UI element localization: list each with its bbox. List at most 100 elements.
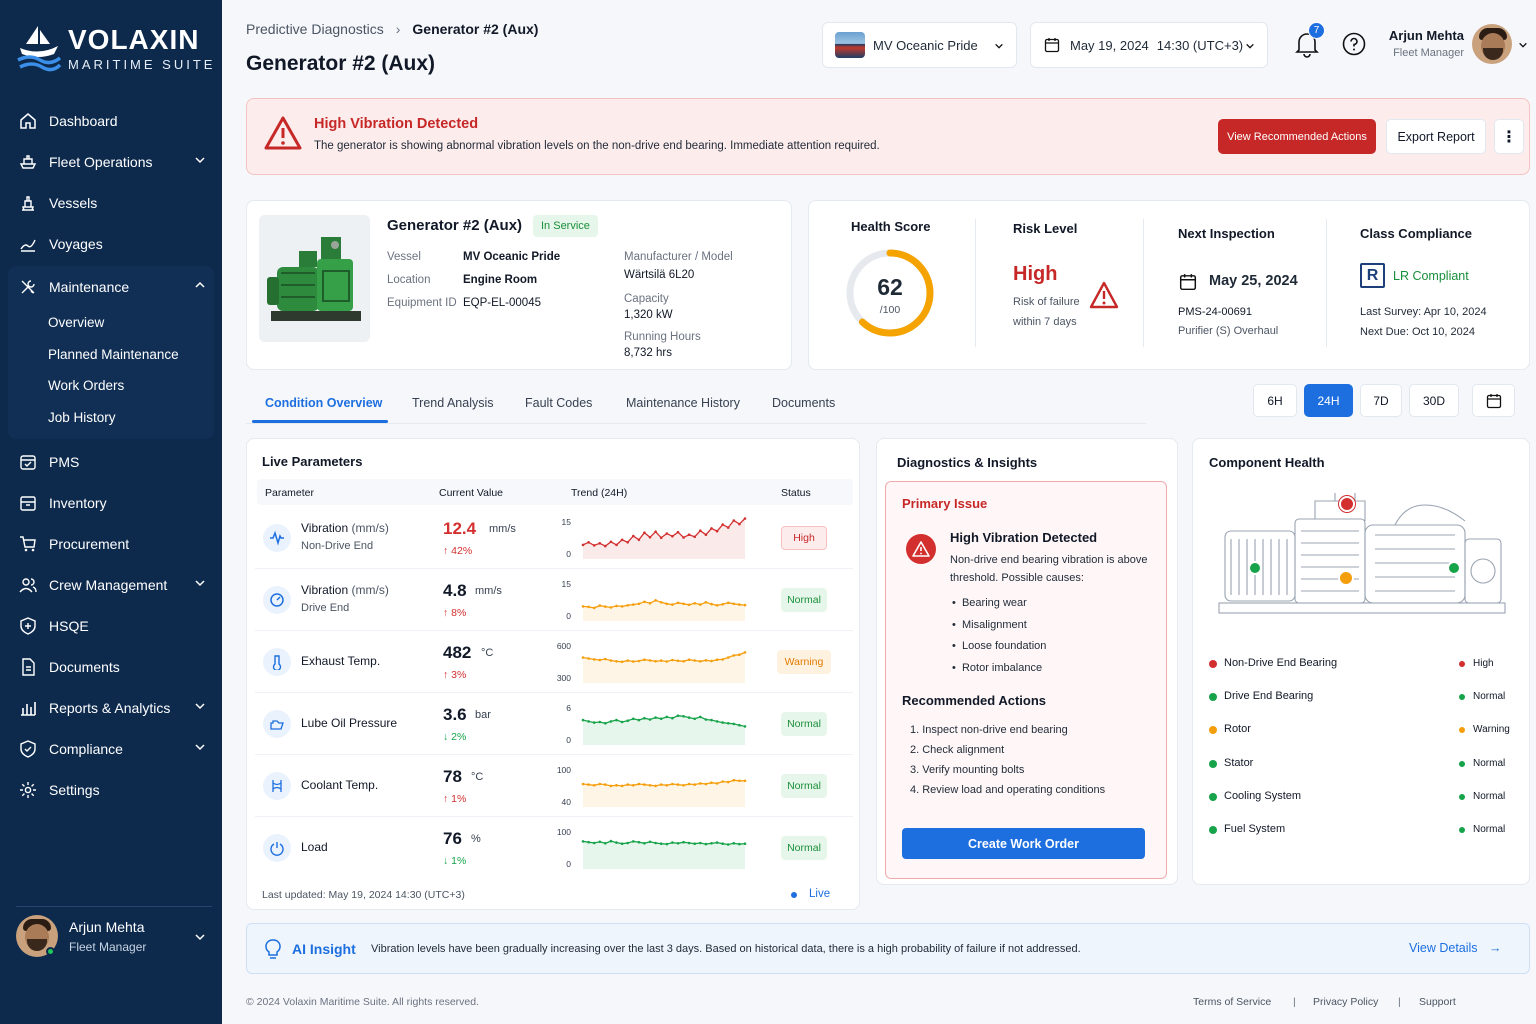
component-row[interactable]: Fuel System Normal: [1209, 822, 1515, 840]
component-name: Non-Drive End Bearing: [1224, 657, 1338, 669]
sparkline-point: [648, 840, 652, 844]
table-row[interactable]: Coolant Temp. 78 °C ↑ 1% 100 40 Normal: [255, 755, 853, 817]
tab-fault-codes[interactable]: Fault Codes: [525, 396, 593, 410]
action-item: 4. Review load and operating conditions: [910, 784, 1106, 796]
live-indicator[interactable]: Live: [809, 888, 831, 900]
sparkline-point: [615, 784, 618, 787]
sidebar-sub-overview[interactable]: Overview: [48, 315, 105, 331]
trend-sparkline: [581, 714, 747, 745]
sidebar-sub-work-orders[interactable]: Work Orders: [48, 378, 125, 394]
compliance-icon: [18, 739, 38, 759]
range-6h-button[interactable]: 6H: [1253, 384, 1297, 417]
sidebar-item-label: Maintenance: [49, 278, 130, 295]
tab-trend-analysis[interactable]: Trend Analysis: [412, 396, 494, 410]
sidebar-item-voyages[interactable]: Voyages: [0, 223, 222, 264]
next-inspection-id[interactable]: PMS-24-00691: [1178, 306, 1252, 318]
sidebar-item-label: Voyages: [49, 235, 103, 252]
sidebar-sub-job-history[interactable]: Job History: [48, 409, 116, 425]
sparkline-point: [592, 784, 596, 787]
sparkline-point: [732, 519, 736, 522]
help-icon[interactable]: [1342, 32, 1366, 56]
sidebar-item-maintenance[interactable]: Maintenance: [8, 266, 214, 307]
sidebar-item-fleet-operations[interactable]: Fleet Operations: [0, 141, 222, 182]
sparkline-point: [676, 783, 680, 786]
breadcrumb-parent[interactable]: Predictive Diagnostics: [246, 21, 384, 37]
header-avatar[interactable]: [1472, 24, 1512, 64]
sparkline-point: [581, 605, 585, 608]
trend-y-max: 15: [561, 579, 571, 589]
vessel-selector[interactable]: MV Oceanic Pride: [822, 22, 1017, 68]
table-row[interactable]: Vibration (mm/s) Non-Drive End 12.4 mm/s…: [255, 507, 853, 569]
sidebar-item-vessels[interactable]: Vessels: [0, 182, 222, 223]
support-link[interactable]: Support: [1419, 996, 1456, 1008]
tab-bar: Condition Overview Trend Analysis Fault …: [246, 384, 1146, 424]
tab-documents[interactable]: Documents: [772, 396, 836, 410]
sparkline-point: [643, 531, 646, 534]
component-row[interactable]: Cooling System Normal: [1209, 789, 1515, 807]
sparkline-point: [604, 842, 607, 845]
chevron-down-icon[interactable]: [1518, 40, 1528, 50]
sidebar-item-dashboard[interactable]: Dashboard: [0, 100, 222, 141]
table-row[interactable]: Lube Oil Pressure 3.6 bar ↓ 2% 6 0 Norma…: [255, 693, 853, 755]
sparkline-point: [738, 653, 741, 656]
range-7d-button[interactable]: 7D: [1360, 384, 1402, 417]
range-30d-button[interactable]: 30D: [1409, 384, 1459, 417]
sidebar-sub-planned-maintenance[interactable]: Planned Maintenance: [48, 346, 179, 362]
sidebar-item-reports-analytics[interactable]: Reports & Analytics: [0, 687, 222, 728]
status-badge: In Service: [533, 215, 598, 237]
trend-y-min: 0: [566, 859, 571, 869]
cooling-marker[interactable]: [1447, 561, 1461, 575]
sparkline-point: [710, 781, 713, 784]
rotor-marker[interactable]: [1338, 570, 1354, 586]
terms-link[interactable]: Terms of Service: [1193, 996, 1272, 1008]
component-row[interactable]: Stator Normal: [1209, 756, 1515, 774]
next-inspection-date: May 25, 2024: [1209, 273, 1298, 289]
tab-maintenance-history[interactable]: Maintenance History: [626, 396, 740, 410]
sidebar-item-settings[interactable]: Settings: [0, 769, 222, 810]
status-badge: Normal: [781, 588, 827, 612]
sparkline-point: [738, 842, 741, 846]
vessel-icon: [18, 193, 38, 213]
chevron-down-icon: [195, 703, 205, 710]
more-options-button[interactable]: ⋮: [1494, 119, 1524, 154]
sidebar-item-compliance[interactable]: Compliance: [0, 728, 222, 769]
table-row[interactable]: Vibration (mm/s) Drive End 4.8 mm/s ↑ 8%…: [255, 569, 853, 631]
create-work-order-button[interactable]: Create Work Order: [902, 828, 1145, 859]
sidebar-item-procurement[interactable]: Procurement: [0, 523, 222, 564]
sparkline-point: [732, 842, 736, 845]
sidebar-user-menu[interactable]: Arjun Mehta Fleet Manager: [16, 906, 212, 957]
status-dot: [1459, 761, 1465, 767]
component-row[interactable]: Non-Drive End Bearing High: [1209, 656, 1515, 674]
table-row[interactable]: Load 76 % ↓ 1% 100 0 Normal: [255, 817, 853, 879]
sidebar-item-documents[interactable]: Documents: [0, 646, 222, 687]
sidebar-item-hsqe[interactable]: HSQE: [0, 605, 222, 646]
sidebar-item-inventory[interactable]: Inventory: [0, 482, 222, 523]
sparkline-point: [687, 782, 691, 786]
date-time-picker[interactable]: May 19, 2024 14:30 (UTC+3): [1030, 22, 1268, 68]
diagnostics-card: Diagnostics & Insights Primary Issue Hig…: [876, 438, 1178, 885]
drive-end-marker[interactable]: [1248, 561, 1262, 575]
view-details-link[interactable]: View Details →: [1409, 941, 1502, 955]
brand-logo[interactable]: VOLAXIN MARITIME SUITE: [16, 22, 215, 74]
sparkline-point: [659, 659, 663, 662]
header-user-info[interactable]: Arjun Mehta Fleet Manager: [1372, 28, 1464, 59]
export-report-button[interactable]: Export Report: [1386, 119, 1486, 154]
sparkline-point: [721, 523, 724, 526]
sparkline-point: [721, 603, 724, 606]
sidebar-item-crew-management[interactable]: Crew Management: [0, 564, 222, 605]
view-recommended-actions-button[interactable]: View Recommended Actions: [1218, 119, 1376, 154]
table-row[interactable]: Exhaust Temp. 482 °C ↑ 3% 600 300 Warnin…: [255, 631, 853, 693]
component-row[interactable]: Drive End Bearing Normal: [1209, 689, 1515, 707]
current-value: 78: [443, 767, 462, 786]
custom-range-button[interactable]: [1472, 384, 1515, 417]
non-drive-end-marker[interactable]: [1339, 496, 1355, 512]
privacy-link[interactable]: Privacy Policy: [1313, 996, 1379, 1008]
component-status: Normal: [1473, 824, 1506, 835]
sparkline-area: [583, 652, 745, 683]
sidebar-item-pms[interactable]: PMS: [0, 441, 222, 482]
range-24h-button[interactable]: 24H: [1304, 384, 1353, 417]
tab-condition-overview[interactable]: Condition Overview: [265, 396, 383, 410]
sparkline-point: [715, 658, 719, 661]
component-row[interactable]: Rotor Warning: [1209, 722, 1515, 740]
footer-separator: |: [1293, 996, 1296, 1008]
